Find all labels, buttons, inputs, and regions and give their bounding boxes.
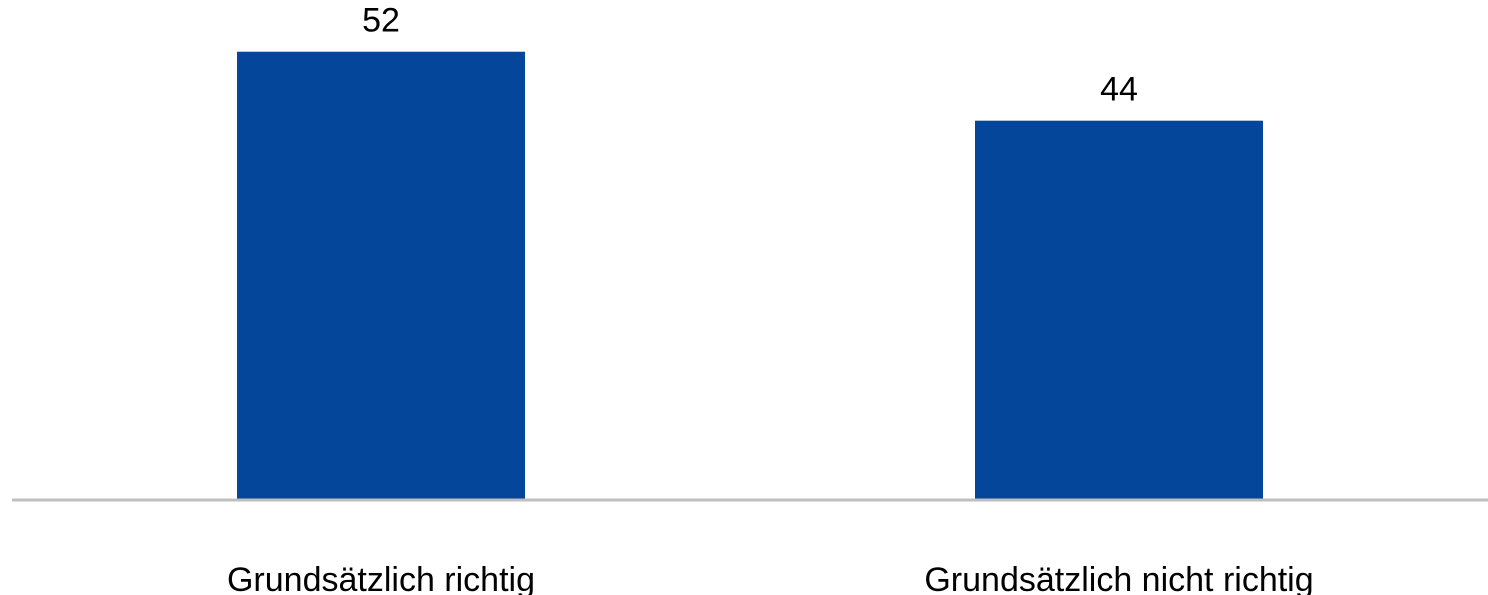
bar-1 xyxy=(237,51,525,501)
category-labels-group: Grundsätzlich richtig Grundsätzlich nicht… xyxy=(227,561,1314,595)
value-label-1: 52 xyxy=(362,2,400,40)
bars-group xyxy=(237,51,1263,501)
category-label-2: Grundsätzlich nicht richtig xyxy=(924,561,1313,595)
category-label-1: Grundsätzlich richtig xyxy=(227,561,535,595)
value-label-2: 44 xyxy=(1100,71,1138,109)
value-labels-group: 52 44 xyxy=(362,2,1138,109)
bar-2 xyxy=(975,120,1263,501)
